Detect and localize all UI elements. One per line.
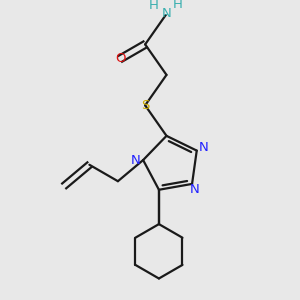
Text: H: H — [149, 0, 159, 12]
Text: S: S — [141, 99, 149, 112]
Text: N: N — [199, 141, 209, 154]
Text: N: N — [162, 8, 171, 20]
Text: O: O — [115, 52, 126, 65]
Text: N: N — [131, 154, 141, 166]
Text: H: H — [173, 0, 183, 11]
Text: N: N — [190, 183, 199, 196]
